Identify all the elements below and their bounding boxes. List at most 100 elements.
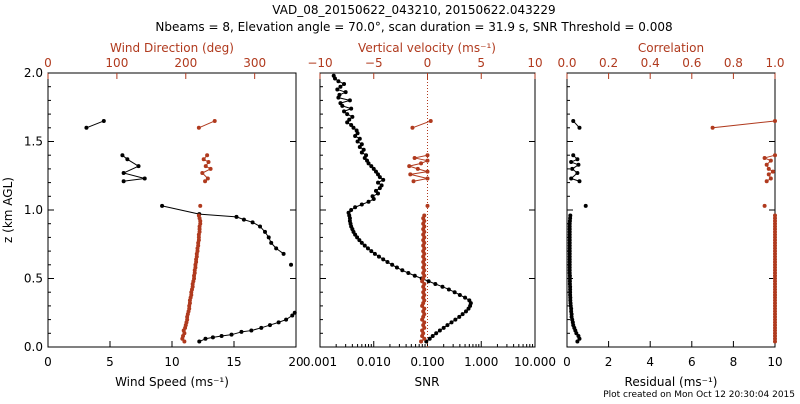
snr-point	[355, 129, 359, 133]
residual-point	[569, 160, 573, 164]
marks-layer	[84, 73, 777, 347]
corr-bottom-tick-label: 4	[646, 355, 654, 369]
wind-speed-segment	[162, 206, 199, 214]
correlation-point	[767, 167, 771, 171]
wind-direction-point	[198, 204, 202, 208]
vertical-velocity-point	[410, 126, 414, 130]
snr-top-tick-label: 0	[424, 56, 432, 70]
vertical-velocity-point	[426, 204, 430, 208]
snr-point	[347, 118, 351, 122]
wind-speed-point	[277, 320, 281, 324]
snr-point	[364, 153, 368, 157]
wind-speed-point	[259, 326, 263, 330]
snr-point	[453, 318, 457, 322]
snr-point	[338, 101, 342, 105]
wind-direction-point	[197, 213, 201, 217]
correlation-point	[769, 176, 773, 180]
vertical-velocity-segment	[410, 174, 427, 178]
wind-speed-point	[102, 119, 106, 123]
wind-bottom-tick-label: 20	[288, 355, 303, 369]
wind-direction-point	[202, 157, 206, 161]
wind-speed-point	[263, 230, 267, 234]
correlation-point	[763, 156, 767, 160]
vertical-velocity-point	[429, 119, 433, 123]
vertical-velocity-point	[426, 170, 430, 174]
title-line-1: VAD_08_20150622_043210, 20150622.043229	[272, 3, 555, 17]
snr-point	[390, 263, 394, 267]
wind-speed-segment	[86, 121, 103, 128]
wind-speed-segment	[124, 173, 145, 178]
wind-speed-point	[230, 333, 234, 337]
snr-bottom-tick-label: 0.100	[410, 355, 444, 369]
snr-point	[342, 109, 346, 113]
snr-point	[348, 98, 352, 102]
wind-speed-point	[239, 330, 243, 334]
wind-speed-point	[234, 215, 238, 219]
correlation-point	[711, 126, 715, 130]
residual-axis-label: Residual (ms⁻¹)	[625, 375, 718, 389]
wind-panel-frame	[48, 73, 296, 347]
snr-point	[385, 260, 389, 264]
y-tick-label: 0.0	[24, 340, 43, 354]
snr-point	[377, 255, 381, 259]
snr-point	[453, 290, 457, 294]
wind-bottom-tick-label: 10	[164, 355, 179, 369]
correlation-point	[773, 213, 777, 217]
correlation-axis-label: Correlation	[638, 41, 704, 55]
wind-speed-point	[293, 311, 297, 315]
corr-top-tick-label: 0.4	[641, 56, 660, 70]
snr-point	[349, 123, 353, 127]
wind-speed-point	[137, 164, 141, 168]
wind-top-tick-label: 100	[105, 56, 128, 70]
snr-point	[335, 87, 339, 91]
correlation-point	[773, 119, 777, 123]
snr-point	[360, 203, 364, 207]
snr-top-tick-label: 5	[477, 56, 485, 70]
snr-point	[345, 112, 349, 116]
wind-speed-point	[220, 334, 224, 338]
snr-point	[336, 79, 340, 83]
wind-direction-point	[200, 171, 204, 175]
snr-top-tick-label: 10	[527, 56, 542, 70]
snr-point	[366, 246, 370, 250]
residual-point	[575, 171, 579, 175]
wind-speed-point	[160, 204, 164, 208]
residual-point	[571, 153, 575, 157]
snr-point	[395, 266, 399, 270]
wind-speed-point	[258, 224, 262, 228]
snr-top-tick-label: −5	[365, 56, 383, 70]
correlation-point	[765, 163, 769, 167]
vertical-velocity-point	[426, 159, 430, 163]
snr-point	[332, 74, 336, 78]
snr-point	[349, 208, 353, 212]
wind-top-tick-label: 300	[243, 56, 266, 70]
wind-speed-point	[251, 220, 255, 224]
wind-speed-point	[197, 340, 201, 344]
snr-point	[362, 148, 366, 152]
corr-top-tick-label: 1.0	[765, 56, 784, 70]
wind-bottom-tick-label: 15	[226, 355, 241, 369]
residual-point	[577, 179, 581, 183]
wind-top-tick-label: 200	[174, 56, 197, 70]
vertical-velocity-point	[426, 153, 430, 157]
vertical-velocity-point	[426, 176, 430, 180]
wind-speed-point	[284, 318, 288, 322]
snr-point	[431, 334, 435, 338]
corr-bottom-tick-label: 10	[767, 355, 782, 369]
correlation-segment	[713, 121, 775, 128]
snr-bottom-tick-label: 1.000	[464, 355, 498, 369]
corr-bottom-tick-label: 0	[563, 355, 571, 369]
wind-direction-point	[209, 167, 213, 171]
snr-axis-label: SNR	[415, 375, 440, 389]
snr-point	[373, 252, 377, 256]
wind-direction-point	[206, 176, 210, 180]
corr-top-tick-label: 0.2	[599, 56, 618, 70]
wind-speed-point	[203, 337, 207, 341]
correlation-point	[765, 179, 769, 183]
residual-point	[570, 167, 574, 171]
residual-point	[575, 157, 579, 161]
corr-panel-frame	[567, 73, 775, 347]
snr-point	[367, 200, 371, 204]
wind-direction-point	[204, 164, 208, 168]
